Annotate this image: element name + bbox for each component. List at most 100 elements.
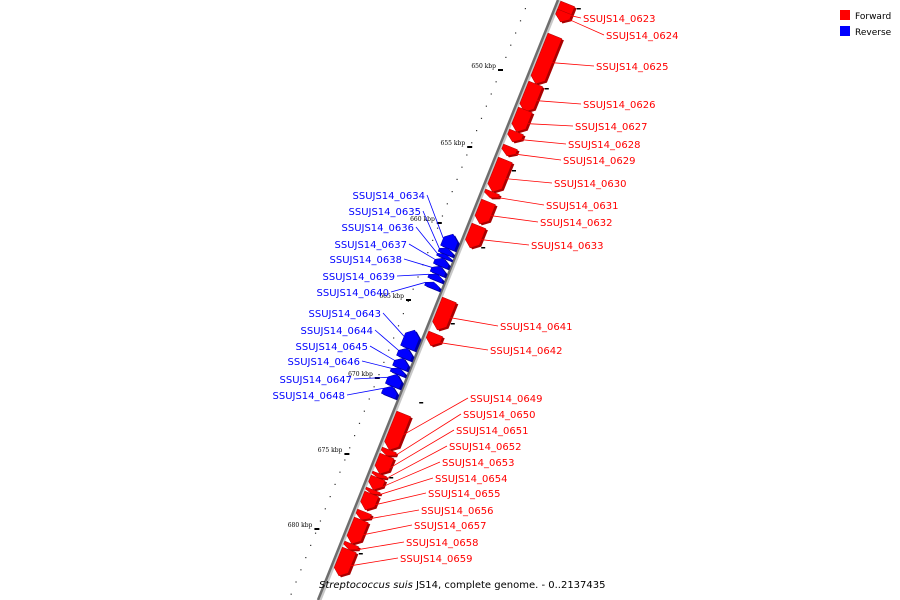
forward-gene-arrow[interactable]: [355, 508, 372, 521]
minor-tick: [334, 483, 336, 485]
reverse-label-leader: [390, 281, 426, 293]
forward-gene-arrow[interactable]: [432, 296, 457, 331]
forward-label-leader: [357, 541, 405, 551]
forward-gene-arrow[interactable]: [333, 546, 357, 577]
backbone-line: [316, 0, 560, 600]
forward-gene-label[interactable]: SSUJS14_0626: [583, 100, 656, 111]
forward-gene-label[interactable]: SSUJS14_0655: [428, 489, 501, 500]
reverse-label-leader: [426, 194, 444, 239]
minor-tick: [436, 227, 439, 229]
minor-tick: [432, 239, 434, 241]
forward-gene-label[interactable]: SSUJS14_0651: [456, 426, 529, 437]
forward-gene-arrow[interactable]: [530, 32, 563, 85]
forward-label-leader: [394, 413, 462, 457]
forward-gene-label[interactable]: SSUJS14_0656: [421, 506, 494, 517]
reverse-gene-label[interactable]: SSUJS14_0636: [342, 223, 415, 234]
reverse-gene-arrow[interactable]: [380, 385, 398, 400]
forward-gene-label[interactable]: SSUJS14_0625: [596, 62, 669, 73]
reverse-gene-label[interactable]: SSUJS14_0643: [309, 309, 382, 320]
forward-gene-arrow[interactable]: [374, 452, 395, 475]
minor-tick: [456, 178, 458, 180]
forward-gene-label[interactable]: SSUJS14_0658: [406, 538, 479, 549]
reverse-gene-label[interactable]: SSUJS14_0635: [349, 207, 422, 218]
forward-gene-arrow[interactable]: [487, 156, 513, 193]
forward-gene-arrow[interactable]: [501, 143, 518, 157]
forward-gene-label[interactable]: SSUJS14_0624: [606, 31, 679, 42]
forward-gene-label[interactable]: SSUJS14_0623: [583, 14, 656, 25]
reverse-gene-label[interactable]: SSUJS14_0639: [323, 272, 396, 283]
minor-tick: [402, 313, 404, 315]
forward-gene-label[interactable]: SSUJS14_0632: [540, 218, 613, 229]
forward-gene-arrow[interactable]: [371, 470, 388, 479]
minor-tick: [378, 374, 380, 376]
forward-gene-arrow[interactable]: [365, 486, 381, 495]
forward-gene-arrow[interactable]: [346, 516, 369, 545]
forward-gene-arrow[interactable]: [465, 222, 487, 249]
forward-gene-arrow[interactable]: [484, 188, 500, 199]
legend-reverse-label: Reverse: [855, 28, 892, 38]
minor-tick: [417, 276, 419, 278]
reverse-label-leader: [403, 258, 432, 268]
forward-gene-arrow[interactable]: [380, 446, 397, 457]
reverse-gene-label[interactable]: SSUJS14_0644: [301, 326, 374, 337]
reverse-gene-label[interactable]: SSUJS14_0646: [288, 357, 361, 368]
reverse-gene-arrow[interactable]: [427, 273, 444, 284]
reverse-gene-label[interactable]: SSUJS14_0638: [330, 255, 403, 266]
forward-gene-label[interactable]: SSUJS14_0652: [449, 442, 522, 453]
backbone-shadow: [317, 0, 562, 600]
forward-gene-label[interactable]: SSUJS14_0653: [442, 458, 515, 469]
forward-gene-arrow[interactable]: [519, 80, 544, 113]
forward-gene-label[interactable]: SSUJS14_0649: [470, 394, 543, 405]
forward-label-leader: [527, 123, 574, 127]
minor-tick: [290, 593, 292, 595]
forward-gene-arrow[interactable]: [511, 106, 533, 133]
forward-gene-label[interactable]: SSUJS14_0630: [554, 179, 627, 190]
minor-tick: [388, 349, 390, 351]
forward-gene-label[interactable]: SSUJS14_0659: [400, 554, 473, 565]
forward-gene-label[interactable]: SSUJS14_0650: [463, 410, 536, 421]
reverse-label-leader: [353, 376, 388, 380]
forward-gene-label[interactable]: SSUJS14_0633: [531, 241, 604, 252]
forward-gene-label[interactable]: SSUJS14_0631: [546, 201, 619, 212]
reverse-gene-label[interactable]: SSUJS14_0647: [280, 375, 353, 386]
forward-gene-arrow[interactable]: [555, 8, 572, 23]
scale-label: 680 kbp: [288, 522, 313, 529]
forward-gene-label[interactable]: SSUJS14_0627: [575, 122, 648, 133]
forward-gene-arrow[interactable]: [343, 540, 360, 551]
reverse-gene-label[interactable]: SSUJS14_0640: [317, 288, 390, 299]
minor-tick: [466, 154, 468, 156]
reverse-gene-label[interactable]: SSUJS14_0645: [296, 342, 369, 353]
forward-gene-arrow[interactable]: [384, 410, 412, 451]
forward-gene-label[interactable]: SSUJS14_0641: [500, 322, 573, 333]
forward-label-leader: [491, 215, 539, 223]
genome-backbone: [316, 0, 562, 600]
minor-tick: [441, 215, 444, 217]
forward-label-leader: [552, 62, 595, 67]
minor-tick: [480, 117, 483, 119]
forward-gene-arrow[interactable]: [425, 330, 444, 347]
forward-gene-label[interactable]: SSUJS14_0642: [490, 346, 563, 357]
forward-label-leader: [450, 317, 499, 327]
forward-gene-arrow[interactable]: [474, 198, 496, 225]
forward-gene-arrow[interactable]: [360, 490, 380, 511]
feature-marker: [389, 477, 394, 479]
forward-gene-arrow[interactable]: [368, 474, 386, 491]
forward-label-leader: [569, 19, 605, 36]
forward-gene-label[interactable]: SSUJS14_0628: [568, 140, 641, 151]
reverse-gene-label[interactable]: SSUJS14_0637: [335, 240, 408, 251]
label-leader-lines: [346, 15, 605, 567]
forward-gene-arrow[interactable]: [507, 128, 524, 143]
forward-label-leader: [521, 139, 567, 145]
forward-gene-label[interactable]: SSUJS14_0654: [435, 474, 508, 485]
forward-label-leader: [481, 239, 530, 246]
reverse-gene-arrow[interactable]: [424, 281, 440, 292]
major-tick: [314, 528, 320, 530]
reverse-gene-label[interactable]: SSUJS14_0648: [273, 391, 346, 402]
minor-tick: [505, 56, 507, 58]
reverse-label-leader: [382, 312, 405, 337]
forward-gene-label[interactable]: SSUJS14_0629: [563, 156, 636, 167]
reverse-gene-label[interactable]: SSUJS14_0634: [353, 191, 426, 202]
forward-gene-label[interactable]: SSUJS14_0657: [414, 521, 487, 532]
scale-label: 660 kbp: [410, 216, 435, 223]
minor-tick: [519, 20, 522, 22]
